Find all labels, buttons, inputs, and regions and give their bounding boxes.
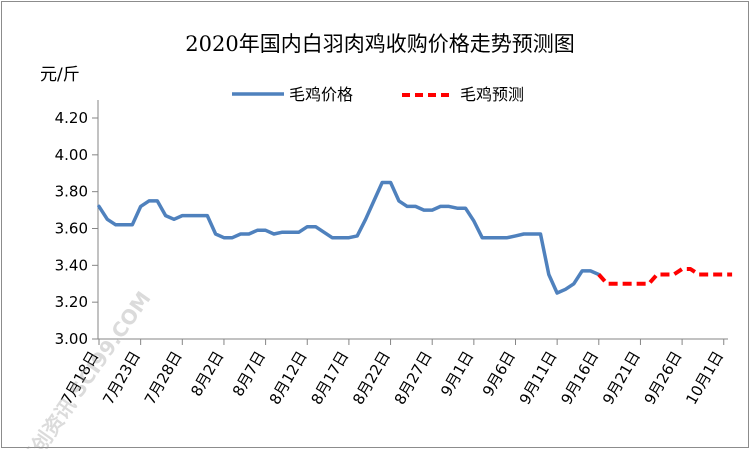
y-axis-unit-label: 元/斤 <box>40 65 80 85</box>
y-tick-label: 3.00 <box>55 330 88 348</box>
y-tick-label: 3.40 <box>55 256 88 274</box>
y-axis: 3.00 3.20 3.40 3.60 3.80 4.00 4.20 <box>55 100 99 348</box>
series-line-forecast <box>597 267 733 286</box>
legend: 毛鸡价格 毛鸡预测 <box>232 85 524 104</box>
legend-label-forecast: 毛鸡预测 <box>460 85 524 104</box>
y-tick-label: 3.60 <box>55 220 88 238</box>
series-layer <box>97 180 733 295</box>
x-tick-label: 8月22日 <box>349 348 394 408</box>
x-tick-label: 9月1日 <box>437 348 477 400</box>
x-tick-label: 8月27日 <box>391 348 436 408</box>
y-tick-label: 4.00 <box>55 146 88 164</box>
x-tick-label: 9月6日 <box>479 348 519 400</box>
x-tick-label: 8月2日 <box>187 348 227 400</box>
x-tick-label: 10月1日 <box>682 348 727 408</box>
x-tick-label: 9月21日 <box>599 348 644 408</box>
x-tick-label: 8月12日 <box>266 348 311 408</box>
x-tick-label: 9月16日 <box>557 348 602 408</box>
chart-title: 2020年国内白羽肉鸡收购价格走势预测图 <box>185 32 574 56</box>
legend-label-price: 毛鸡价格 <box>289 85 353 104</box>
x-tick-label: 7月28日 <box>141 348 186 408</box>
y-tick-label: 3.80 <box>55 183 88 201</box>
x-tick-label: 9月26日 <box>641 348 686 408</box>
x-tick-label: 8月17日 <box>307 348 352 408</box>
series-line-price <box>97 180 601 295</box>
y-tick-label: 4.20 <box>55 109 88 127</box>
x-tick-label: 8月7日 <box>229 348 269 400</box>
x-tick-label: 9月11日 <box>516 348 561 408</box>
y-tick-label: 3.20 <box>55 293 88 311</box>
